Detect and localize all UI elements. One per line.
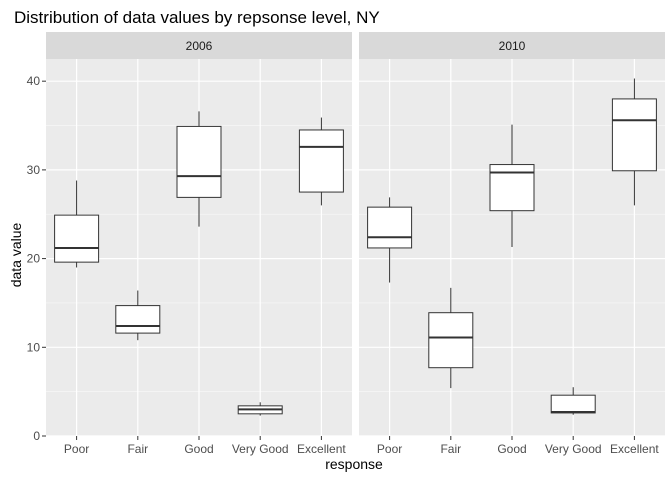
x-tick-label: Good bbox=[184, 442, 213, 456]
box-excellent bbox=[611, 78, 657, 206]
x-axis-title: response bbox=[325, 456, 383, 472]
x-tick-label: Good bbox=[497, 442, 526, 456]
x-tick-label: Excellent bbox=[610, 442, 659, 456]
box-poor bbox=[54, 180, 100, 268]
y-tick-label: 0 bbox=[33, 429, 40, 443]
box-fair bbox=[428, 287, 474, 389]
box-fair bbox=[115, 290, 161, 341]
facet-panel-2010: 2010 Poor Fair Good Very Good Excellent bbox=[359, 32, 665, 456]
box-excellent bbox=[298, 117, 344, 206]
y-axis: 0 10 20 30 40 bbox=[27, 74, 46, 443]
box-iqr bbox=[489, 164, 535, 212]
x-tick-label: Very Good bbox=[232, 442, 289, 456]
box-iqr bbox=[611, 98, 657, 172]
box-iqr bbox=[298, 129, 344, 193]
box-iqr bbox=[428, 312, 474, 369]
facet-strip bbox=[359, 32, 665, 59]
y-tick-label: 20 bbox=[27, 252, 41, 266]
y-tick-label: 40 bbox=[27, 74, 41, 88]
x-tick-label: Poor bbox=[64, 442, 89, 456]
box-very-good bbox=[550, 387, 596, 415]
box-poor bbox=[367, 197, 413, 283]
box-iqr bbox=[54, 214, 100, 263]
box-iqr bbox=[115, 305, 161, 334]
y-tick-label: 10 bbox=[27, 340, 41, 354]
x-tick-label: Poor bbox=[377, 442, 402, 456]
facet-strip bbox=[46, 32, 352, 59]
facet-panel-2006: 2006 Poor Fair Good Very Good Excellent bbox=[46, 32, 352, 456]
facet-strip-label: 2006 bbox=[186, 39, 213, 53]
chart-title: Distribution of data values by repsonse … bbox=[14, 8, 380, 27]
y-tick-label: 30 bbox=[27, 163, 41, 177]
facet-panels: 2006 Poor Fair Good Very Good Excellent 2010 Po… bbox=[46, 32, 665, 456]
x-tick-label: Very Good bbox=[545, 442, 602, 456]
y-axis-title: data value bbox=[8, 222, 24, 287]
box-iqr bbox=[367, 206, 413, 249]
x-tick-label: Fair bbox=[440, 442, 461, 456]
box-good bbox=[489, 124, 535, 248]
x-tick-label: Fair bbox=[127, 442, 148, 456]
box-good bbox=[176, 111, 222, 227]
facet-strip-label: 2010 bbox=[499, 39, 526, 53]
box-iqr bbox=[176, 125, 222, 198]
box-very-good bbox=[237, 402, 283, 416]
box-iqr bbox=[550, 394, 596, 414]
x-tick-label: Excellent bbox=[297, 442, 346, 456]
